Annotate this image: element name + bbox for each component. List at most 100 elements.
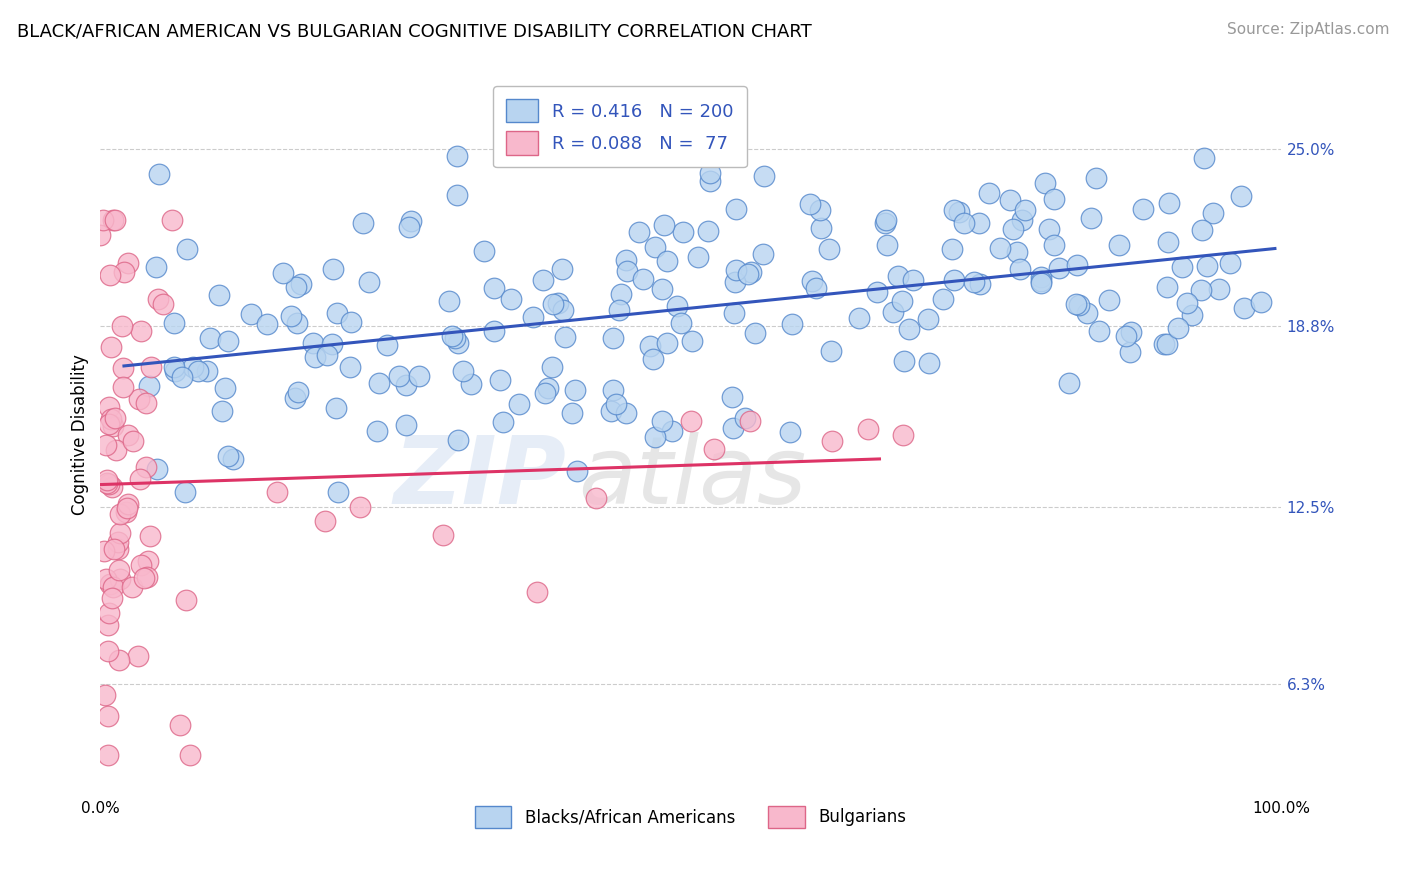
Point — [651, 282, 673, 296]
Point — [882, 305, 904, 319]
Point — [179, 748, 201, 763]
Point — [643, 352, 665, 367]
Point — [1042, 192, 1064, 206]
Point — [508, 397, 530, 411]
Point — [533, 273, 555, 287]
Point — [211, 404, 233, 418]
Point — [100, 411, 122, 425]
Point — [395, 417, 418, 432]
Point — [353, 216, 375, 230]
Point — [703, 442, 725, 457]
Point — [117, 427, 139, 442]
Point — [628, 225, 651, 239]
Point — [110, 507, 132, 521]
Point — [280, 310, 302, 324]
Point — [752, 169, 775, 184]
Point — [1250, 295, 1272, 310]
Point — [111, 318, 134, 333]
Point — [96, 438, 118, 452]
Point — [724, 263, 747, 277]
Point — [359, 275, 381, 289]
Point — [779, 425, 801, 439]
Point — [488, 374, 510, 388]
Point — [602, 383, 624, 397]
Point — [1067, 298, 1090, 312]
Point — [108, 572, 131, 586]
Point — [644, 240, 666, 254]
Point — [605, 397, 627, 411]
Point — [271, 266, 294, 280]
Point — [1029, 270, 1052, 285]
Point — [856, 422, 879, 436]
Point — [652, 218, 675, 232]
Point — [129, 324, 152, 338]
Point — [651, 414, 673, 428]
Point — [1038, 222, 1060, 236]
Point — [160, 213, 183, 227]
Point — [721, 390, 744, 404]
Point — [304, 350, 326, 364]
Point — [661, 425, 683, 439]
Point — [96, 572, 118, 586]
Point — [631, 272, 654, 286]
Point — [561, 406, 583, 420]
Point — [121, 580, 143, 594]
Point — [98, 577, 121, 591]
Point — [943, 203, 966, 218]
Point — [723, 306, 745, 320]
Point — [1202, 205, 1225, 219]
Point — [132, 571, 155, 585]
Point — [1042, 238, 1064, 252]
Point — [564, 383, 586, 397]
Point — [169, 718, 191, 732]
Point — [104, 442, 127, 457]
Point — [98, 401, 121, 415]
Point — [1005, 245, 1028, 260]
Point — [91, 213, 114, 227]
Point — [93, 544, 115, 558]
Point — [744, 326, 766, 340]
Point — [1153, 337, 1175, 351]
Point — [104, 411, 127, 425]
Point — [107, 535, 129, 549]
Point — [953, 216, 976, 230]
Point — [866, 285, 889, 299]
Point — [101, 480, 124, 494]
Point — [526, 585, 548, 599]
Point — [482, 324, 505, 338]
Point — [100, 340, 122, 354]
Point — [135, 396, 157, 410]
Point — [326, 306, 349, 320]
Point — [541, 359, 564, 374]
Point — [616, 406, 638, 420]
Point — [115, 500, 138, 515]
Point — [1031, 277, 1053, 291]
Point — [101, 213, 124, 227]
Point — [111, 361, 134, 376]
Point — [1156, 336, 1178, 351]
Point — [1108, 238, 1130, 252]
Point — [876, 238, 898, 252]
Point — [547, 295, 569, 310]
Point — [799, 197, 821, 211]
Point — [97, 643, 120, 657]
Point — [152, 297, 174, 311]
Point — [482, 281, 505, 295]
Point — [1097, 293, 1119, 307]
Point — [655, 254, 678, 268]
Point — [1157, 196, 1180, 211]
Point — [176, 242, 198, 256]
Point — [316, 347, 339, 361]
Point — [181, 360, 204, 375]
Point — [1047, 260, 1070, 275]
Point — [943, 273, 966, 287]
Point — [1156, 279, 1178, 293]
Point — [804, 281, 827, 295]
Point — [170, 370, 193, 384]
Point — [97, 607, 120, 621]
Point — [114, 505, 136, 519]
Point — [1080, 211, 1102, 225]
Text: ZIP: ZIP — [394, 432, 567, 524]
Point — [1208, 281, 1230, 295]
Point — [98, 268, 121, 282]
